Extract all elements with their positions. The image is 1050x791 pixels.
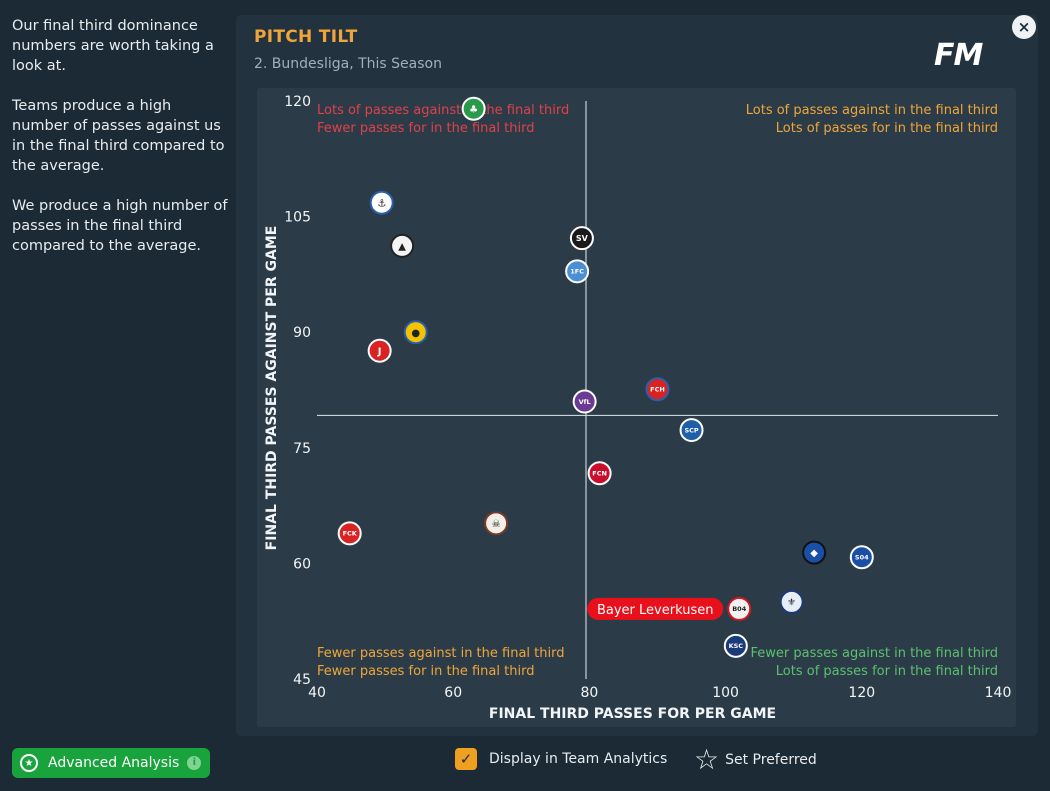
advanced-analysis-label: Advanced Analysis [48,755,180,771]
panel-title: PITCH TILT [254,27,358,47]
team-badge-mark: ▲ [398,241,406,252]
team-badge-point[interactable] [587,461,612,486]
close-button[interactable]: × [1012,15,1036,39]
highlight-label-pill [587,597,724,620]
y-tick-label: 60 [293,556,311,572]
team-badge-mark: ♣ [469,104,478,115]
insight-paragraph-1: Our final third dominance numbers are wo… [12,18,214,74]
quadrant-bottom-left-line2: Fewer passes for in the final third [317,664,534,679]
x-tick-label: 100 [712,685,739,701]
team-badge-mark: ◆ [810,548,818,559]
team-badge-point[interactable] [369,190,394,215]
team-badge-point[interactable] [802,540,827,565]
y-axis-title: FINAL THIRD PASSES AGAINST PER GAME [264,226,280,551]
star-outline-icon: ☆ [694,743,720,776]
quadrant-top-left-line1: Lots of passes against in the final thir… [317,103,569,118]
y-tick-label: 120 [284,94,311,110]
team-badge-point[interactable] [484,511,509,536]
quadrant-bottom-left-line1: Fewer passes against in the final third [317,646,564,661]
panel-subtitle: 2. Bundesliga, This Season [254,56,442,72]
team-badge-mark: ● [411,328,420,339]
team-badge-point[interactable] [565,259,590,284]
team-badge-mark: FCK [343,530,358,538]
team-badge-mark: J [377,346,382,357]
x-tick-label: 40 [308,685,326,701]
insight-paragraph-3: We produce a high number of passes in th… [12,198,228,254]
close-icon: × [1017,18,1031,36]
x-tick-label: 140 [985,685,1012,701]
set-preferred-button[interactable]: ☆ Set Preferred [694,746,817,774]
team-badge-point[interactable] [390,233,415,258]
team-badge-point[interactable] [723,633,748,658]
y-tick-label: 105 [284,210,311,226]
y-tick-label: 45 [293,672,311,688]
set-preferred-label: Set Preferred [725,752,817,768]
x-tick-label: 60 [444,685,462,701]
quadrant-top-right-line1: Lots of passes against in the final thir… [746,103,998,118]
team-badge-mark: FCN [592,470,607,478]
team-badge-point[interactable] [727,596,752,621]
team-badge-point[interactable] [461,96,486,121]
y-tick-label: 75 [293,441,311,457]
quadrant-top-left-line2: Fewer passes for in the final third [317,121,534,136]
team-badge-point[interactable] [679,418,704,443]
team-badge-mark: SV [576,234,589,243]
highlight-label-text: Bayer Leverkusen [597,603,713,618]
display-in-team-analytics[interactable]: ✓ Display in Team Analytics [455,748,667,770]
y-tick-label: 90 [293,325,311,341]
display-checkbox[interactable]: ✓ [455,748,477,770]
team-badge-mark: 1FC [570,268,584,276]
team-badge-point[interactable] [779,589,804,614]
display-label: Display in Team Analytics [489,751,668,767]
star-icon: ★ [20,754,38,772]
team-badge-mark: ⚓ [377,198,386,209]
team-badge-mark: ⚜ [787,598,796,609]
team-badge-point[interactable] [849,545,874,570]
team-badge-point[interactable] [569,226,594,251]
advanced-analysis-button[interactable]: ★ Advanced Analysis i [12,748,210,778]
team-badge-point[interactable] [572,389,597,414]
team-badge-mark: VfL [579,398,591,406]
team-badge-mark: ☠ [492,519,501,530]
team-badge-mark: SCP [684,426,698,434]
quadrant-bottom-right-line1: Fewer passes against in the final third [751,646,998,661]
team-badge-mark: S04 [855,554,869,562]
x-tick-label: 120 [848,685,875,701]
team-badge-point[interactable] [645,377,670,402]
info-icon[interactable]: i [187,756,202,770]
quadrant-top-right-line2: Lots of passes for in the final third [776,121,998,136]
team-badge-point[interactable] [367,338,392,363]
fm-logo: FM [934,38,983,73]
team-badge-mark: FCH [650,386,665,394]
insight-paragraph-2: Teams produce a high number of passes ag… [12,98,225,174]
quadrant-bottom-right-line2: Lots of passes for in the final third [776,664,998,679]
team-badge-mark: KSC [729,642,744,650]
insight-text: Our final third dominance numbers are wo… [12,16,228,276]
team-badge-mark: B04 [732,605,746,613]
x-tick-label: 80 [580,685,598,701]
team-badge-point[interactable] [403,320,428,345]
x-axis-title: FINAL THIRD PASSES FOR PER GAME [489,706,776,722]
team-badge-point[interactable] [337,521,362,546]
